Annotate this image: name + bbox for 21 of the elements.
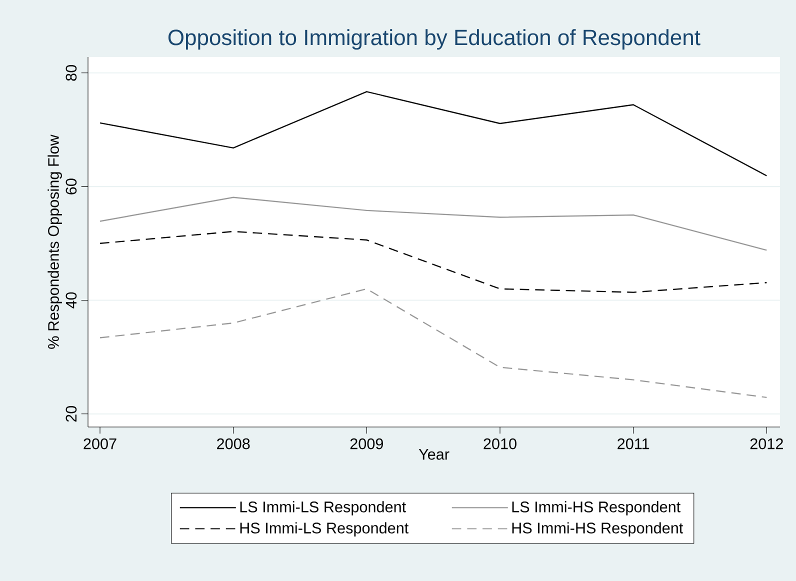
y-tick-label: 80 — [66, 64, 77, 81]
line-series — [99, 230, 768, 293]
legend-label: HS Immi-LS Respondent — [240, 522, 409, 537]
x-tick-label: 2012 — [750, 438, 783, 450]
x-tick-label: 2009 — [350, 438, 383, 450]
y-tick-label: 40 — [66, 292, 77, 308]
legend-label: LS Immi-HS Respondent — [512, 501, 681, 516]
line-series — [99, 91, 768, 176]
chart-title: Opposition to Immigration by Education of Respondent — [168, 29, 700, 50]
legend-label: HS Immi-HS Respondent — [512, 522, 684, 537]
x-axis-title: Year — [418, 449, 450, 460]
y-tick-label: 60 — [66, 178, 77, 194]
x-tick-label: 2011 — [618, 438, 650, 450]
line-series — [99, 288, 768, 398]
y-tick-label: 20 — [66, 406, 77, 422]
x-tick-label: 2007 — [84, 438, 116, 450]
y-axis-title: % Respondents Opposing Flow — [48, 134, 62, 349]
line-series — [99, 196, 768, 251]
legend-label: LS Immi-LS Respondent — [240, 501, 406, 516]
x-tick-label: 2008 — [217, 438, 250, 450]
x-tick-label: 2010 — [484, 438, 516, 450]
